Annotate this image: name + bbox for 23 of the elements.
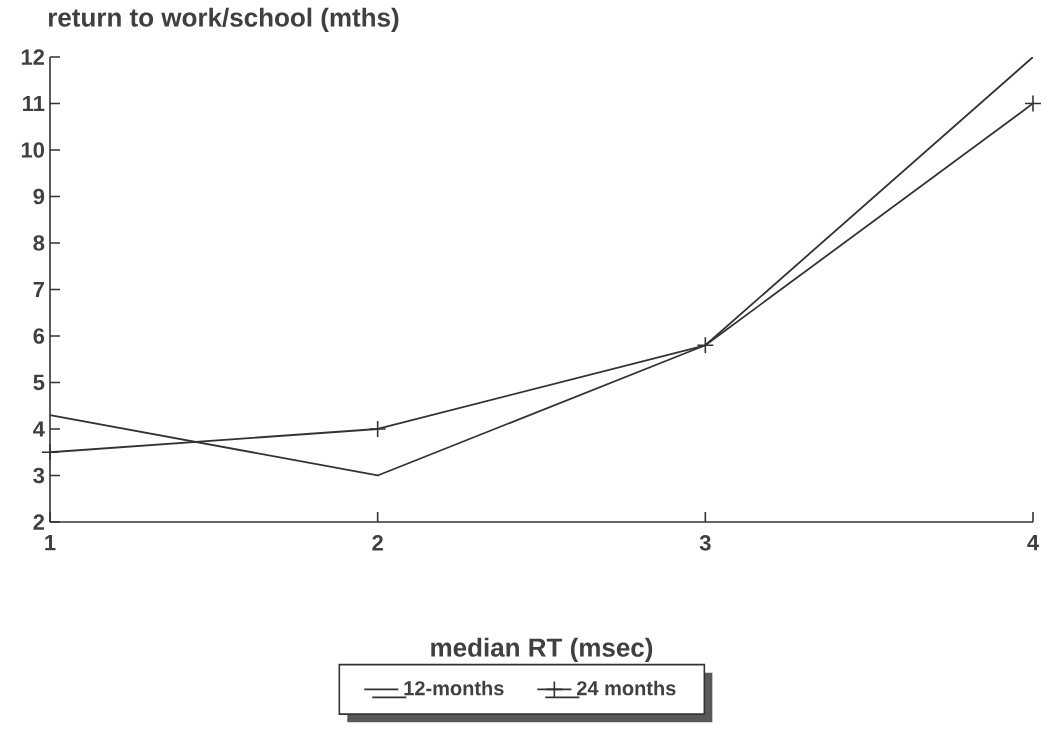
y-axis-title: return to work/school (mths) bbox=[48, 7, 399, 32]
x-tick-label: 1 bbox=[45, 535, 56, 551]
y-tick-label: 9 bbox=[33, 188, 45, 205]
x-tick-label: 2 bbox=[372, 535, 383, 551]
point bbox=[696, 336, 715, 355]
point bbox=[1024, 94, 1042, 113]
y-tick-label: 11 bbox=[23, 95, 45, 112]
y-tick-label: 4 bbox=[33, 421, 45, 437]
y-tick-label: 10 bbox=[21, 142, 45, 158]
x-tick-label: 4 bbox=[1027, 535, 1039, 551]
x-axis-title: median RT (msec) bbox=[431, 637, 653, 662]
x-tick-label: 3 bbox=[699, 535, 711, 551]
point bbox=[41, 443, 59, 462]
y-tick-label: 12 bbox=[21, 49, 45, 65]
legend-label: 24 months bbox=[577, 680, 676, 696]
y-tick-label: 6 bbox=[33, 328, 45, 344]
legend-label: 12-months bbox=[404, 680, 504, 696]
y-tick-label: 3 bbox=[33, 467, 45, 484]
y-tick-label: 8 bbox=[33, 235, 45, 251]
y-tick-label: 2 bbox=[33, 514, 45, 530]
y-tick-label: 5 bbox=[33, 374, 45, 391]
y-tick-label: 7 bbox=[33, 281, 44, 298]
point bbox=[368, 420, 387, 438]
